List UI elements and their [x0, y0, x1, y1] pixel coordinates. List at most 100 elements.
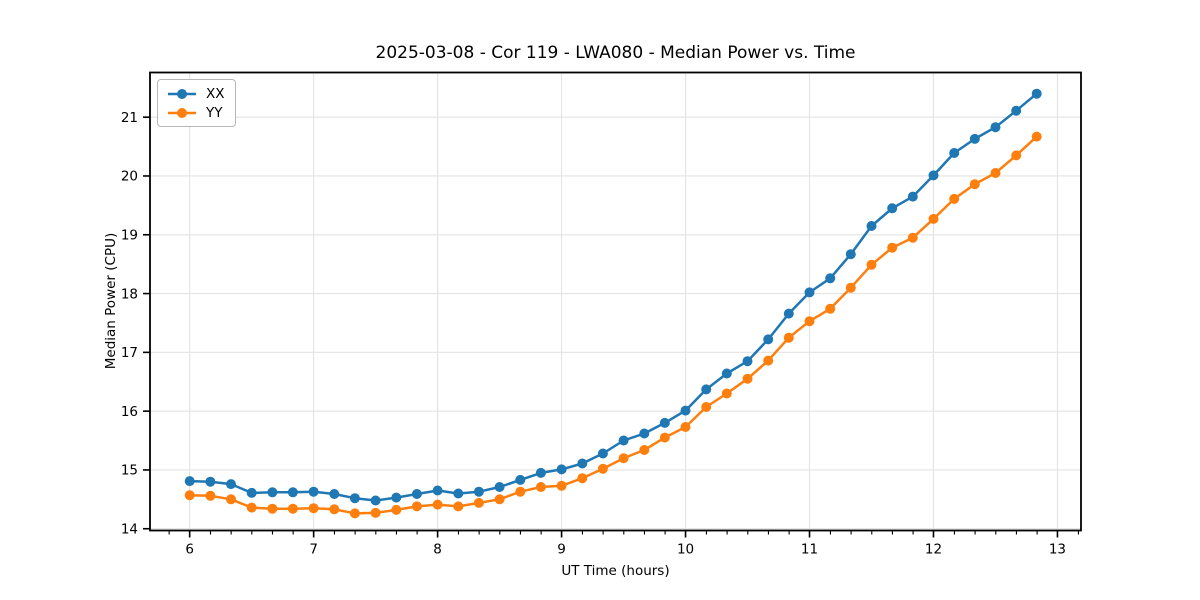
data-point-yy: [949, 193, 960, 204]
data-point-yy: [205, 490, 216, 501]
data-point-xx: [969, 133, 980, 144]
data-point-xx: [618, 435, 629, 446]
data-point-xx: [453, 488, 464, 499]
data-point-yy: [825, 303, 836, 314]
data-point-xx: [391, 492, 402, 503]
data-point-xx: [659, 417, 670, 428]
data-point-xx: [432, 485, 443, 496]
x-axis-label: UT Time (hours): [561, 563, 670, 579]
data-point-xx: [887, 203, 898, 214]
data-point-yy: [329, 504, 340, 515]
data-point-yy: [701, 402, 712, 412]
data-point-yy: [845, 282, 856, 293]
y-tick-label: 20: [121, 169, 138, 185]
data-point-xx: [556, 464, 567, 475]
data-point-yy: [763, 355, 774, 366]
data-point-yy: [577, 473, 588, 484]
data-point-xx: [763, 334, 774, 345]
y-tick-label: 14: [121, 521, 138, 537]
x-tick-label: 13: [1049, 542, 1066, 558]
axes-frame: [149, 71, 1082, 532]
data-point-xx: [184, 476, 195, 487]
x-tick-label: 6: [185, 542, 194, 558]
y-tick-label: 21: [121, 110, 138, 126]
data-point-yy: [349, 508, 360, 519]
data-point-yy: [226, 494, 236, 505]
data-point-xx: [226, 479, 236, 490]
line-marker-icon: [168, 107, 196, 118]
x-tick-label: 9: [557, 542, 566, 558]
data-point-yy: [618, 453, 629, 464]
y-axis-label: Median Power (CPU): [103, 232, 119, 370]
data-point-yy: [1031, 131, 1042, 142]
data-point-xx: [928, 170, 939, 181]
legend-item-xx: XX: [167, 85, 225, 102]
data-point-xx: [411, 489, 422, 499]
data-point-yy: [866, 259, 877, 270]
y-tick-label: 17: [121, 345, 138, 361]
data-point-xx: [783, 308, 794, 319]
data-point-xx: [907, 191, 918, 202]
data-point-xx: [308, 486, 319, 497]
data-point-xx: [577, 458, 588, 469]
data-point-yy: [246, 502, 257, 513]
data-point-yy: [928, 213, 939, 224]
data-point-xx: [494, 482, 505, 492]
x-tick-label: 7: [309, 542, 318, 558]
data-point-yy: [535, 482, 546, 492]
data-point-yy: [804, 316, 815, 327]
data-point-yy: [453, 501, 464, 512]
data-point-xx: [597, 448, 608, 459]
y-tick-label: 16: [121, 404, 138, 420]
data-point-xx: [349, 493, 360, 504]
data-point-yy: [742, 373, 753, 384]
y-tick-label: 19: [121, 227, 138, 243]
x-tick-label: 11: [801, 542, 818, 558]
data-point-yy: [473, 497, 484, 508]
legend: XX YY: [157, 79, 236, 127]
legend-label: XX: [206, 85, 225, 102]
data-point-yy: [969, 179, 980, 190]
data-point-xx: [804, 287, 815, 298]
data-point-yy: [597, 463, 608, 474]
data-point-yy: [556, 480, 567, 491]
data-point-yy: [432, 499, 443, 510]
series-line-xx: [189, 92, 1038, 502]
data-point-xx: [866, 221, 877, 231]
data-point-yy: [783, 332, 794, 343]
data-point-yy: [639, 445, 650, 455]
data-point-yy: [308, 503, 319, 514]
data-point-yy: [1011, 150, 1022, 161]
data-point-xx: [205, 476, 216, 487]
data-point-yy: [680, 422, 691, 432]
data-point-xx: [742, 356, 753, 367]
data-point-xx: [721, 368, 732, 379]
legend-item-yy: YY: [167, 104, 225, 121]
data-point-yy: [287, 503, 298, 514]
data-point-yy: [659, 432, 670, 443]
data-point-yy: [370, 507, 381, 518]
x-tick-label: 10: [677, 542, 694, 558]
data-point-yy: [411, 501, 422, 512]
data-point-xx: [246, 487, 257, 498]
line-marker-icon: [168, 88, 196, 99]
data-point-yy: [887, 242, 898, 253]
data-point-yy: [494, 494, 505, 505]
data-point-xx: [990, 122, 1001, 133]
data-point-yy: [515, 486, 526, 497]
data-point-xx: [680, 405, 691, 416]
y-tick-label: 18: [121, 286, 138, 302]
data-point-yy: [391, 504, 402, 515]
data-point-yy: [907, 232, 918, 243]
data-point-xx: [1011, 105, 1022, 116]
data-point-xx: [287, 487, 298, 498]
data-point-yy: [990, 168, 1001, 178]
data-point-xx: [949, 148, 960, 158]
data-point-xx: [1031, 88, 1042, 99]
data-point-xx: [639, 428, 650, 439]
data-point-xx: [515, 474, 526, 485]
data-point-xx: [329, 489, 340, 499]
chart-title: 2025-03-08 - Cor 119 - LWA080 - Median P…: [375, 43, 856, 63]
